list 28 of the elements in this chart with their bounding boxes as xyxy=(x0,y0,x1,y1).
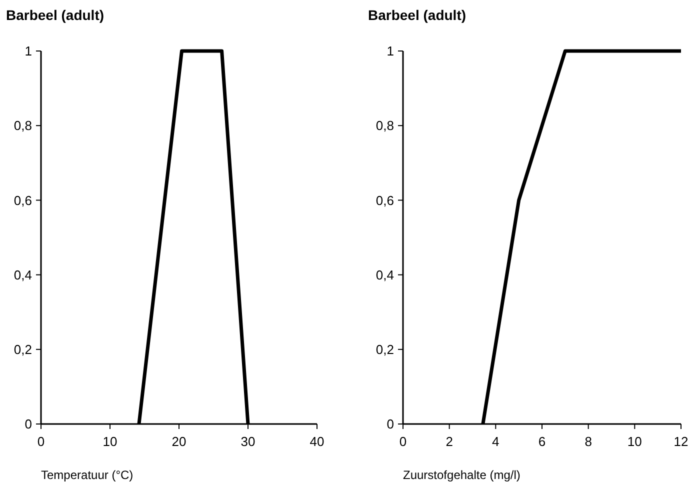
x-tick-label: 4 xyxy=(492,434,500,449)
y-tick-label: 0,4 xyxy=(14,267,32,282)
x-tick-label: 10 xyxy=(102,434,118,449)
x-axis-title: Temperatuur (°C) xyxy=(41,468,134,482)
y-tick-label: 0 xyxy=(24,416,32,432)
x-axis-title: Zuurstofgehalte (mg/l) xyxy=(403,468,520,482)
chart-title: Barbeel (adult) xyxy=(6,7,104,23)
y-tick-label: 1 xyxy=(386,44,394,59)
x-tick-label: 40 xyxy=(310,434,324,449)
y-tick-label: 0,8 xyxy=(376,118,394,134)
y-tick-label: 0,6 xyxy=(14,192,32,208)
y-tick-label: 0,4 xyxy=(376,267,394,282)
x-tick-label: 0 xyxy=(399,434,407,449)
y-tick-label: 0,6 xyxy=(376,192,394,208)
x-tick-label: 8 xyxy=(584,434,592,449)
y-tick-label: 0,2 xyxy=(376,342,394,357)
y-tick-label: 0,8 xyxy=(14,118,32,134)
x-tick-label: 12 xyxy=(674,434,688,449)
x-tick-label: 6 xyxy=(538,434,546,449)
y-tick-label: 0 xyxy=(386,416,394,432)
chart-title: Barbeel (adult) xyxy=(368,7,466,23)
x-tick-label: 10 xyxy=(627,434,642,449)
x-tick-label: 0 xyxy=(37,434,45,449)
y-tick-label: 0,2 xyxy=(14,342,32,357)
x-tick-label: 2 xyxy=(446,434,453,449)
x-tick-label: 20 xyxy=(172,434,186,449)
x-tick-label: 30 xyxy=(240,434,256,449)
y-tick-label: 1 xyxy=(24,44,32,59)
